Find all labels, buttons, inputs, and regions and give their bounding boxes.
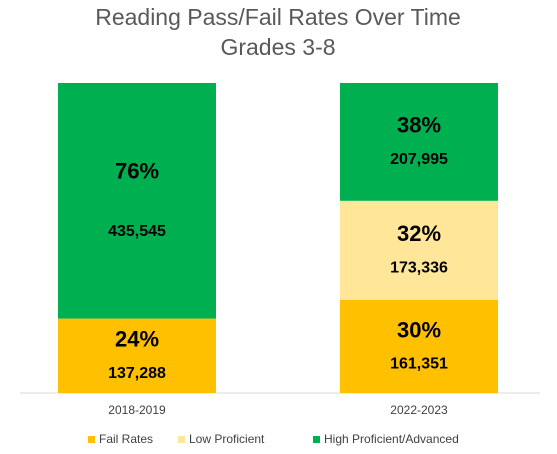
legend-label: Low Proficient — [189, 432, 265, 446]
count-label: 207,995 — [390, 151, 448, 168]
bar-segment — [340, 300, 498, 393]
data-label: 76% — [115, 159, 159, 184]
legend-swatch — [88, 436, 95, 443]
legend-label: High Proficient/Advanced — [324, 432, 459, 446]
count-label: 137,288 — [108, 365, 166, 382]
count-label: 161,351 — [390, 356, 448, 373]
count-label: 173,336 — [390, 260, 448, 277]
chart-title: Reading Pass/Fail Rates Over Time — [95, 4, 461, 30]
legend-label: Fail Rates — [99, 432, 153, 446]
data-label: 38% — [397, 113, 441, 138]
bar-segment — [58, 318, 216, 393]
bar-segment — [340, 83, 498, 201]
chart-subtitle: Grades 3-8 — [220, 34, 335, 60]
x-tick-label: 2022-2023 — [390, 403, 448, 417]
bar-segment — [340, 200, 498, 300]
legend-swatch — [313, 436, 320, 443]
data-label: 30% — [397, 317, 441, 342]
data-label: 24% — [115, 327, 159, 352]
data-label: 32% — [397, 221, 441, 246]
x-tick-label: 2018-2019 — [108, 403, 166, 417]
legend-swatch — [178, 436, 185, 443]
count-label: 435,545 — [108, 223, 166, 240]
bar-segment — [58, 83, 216, 319]
